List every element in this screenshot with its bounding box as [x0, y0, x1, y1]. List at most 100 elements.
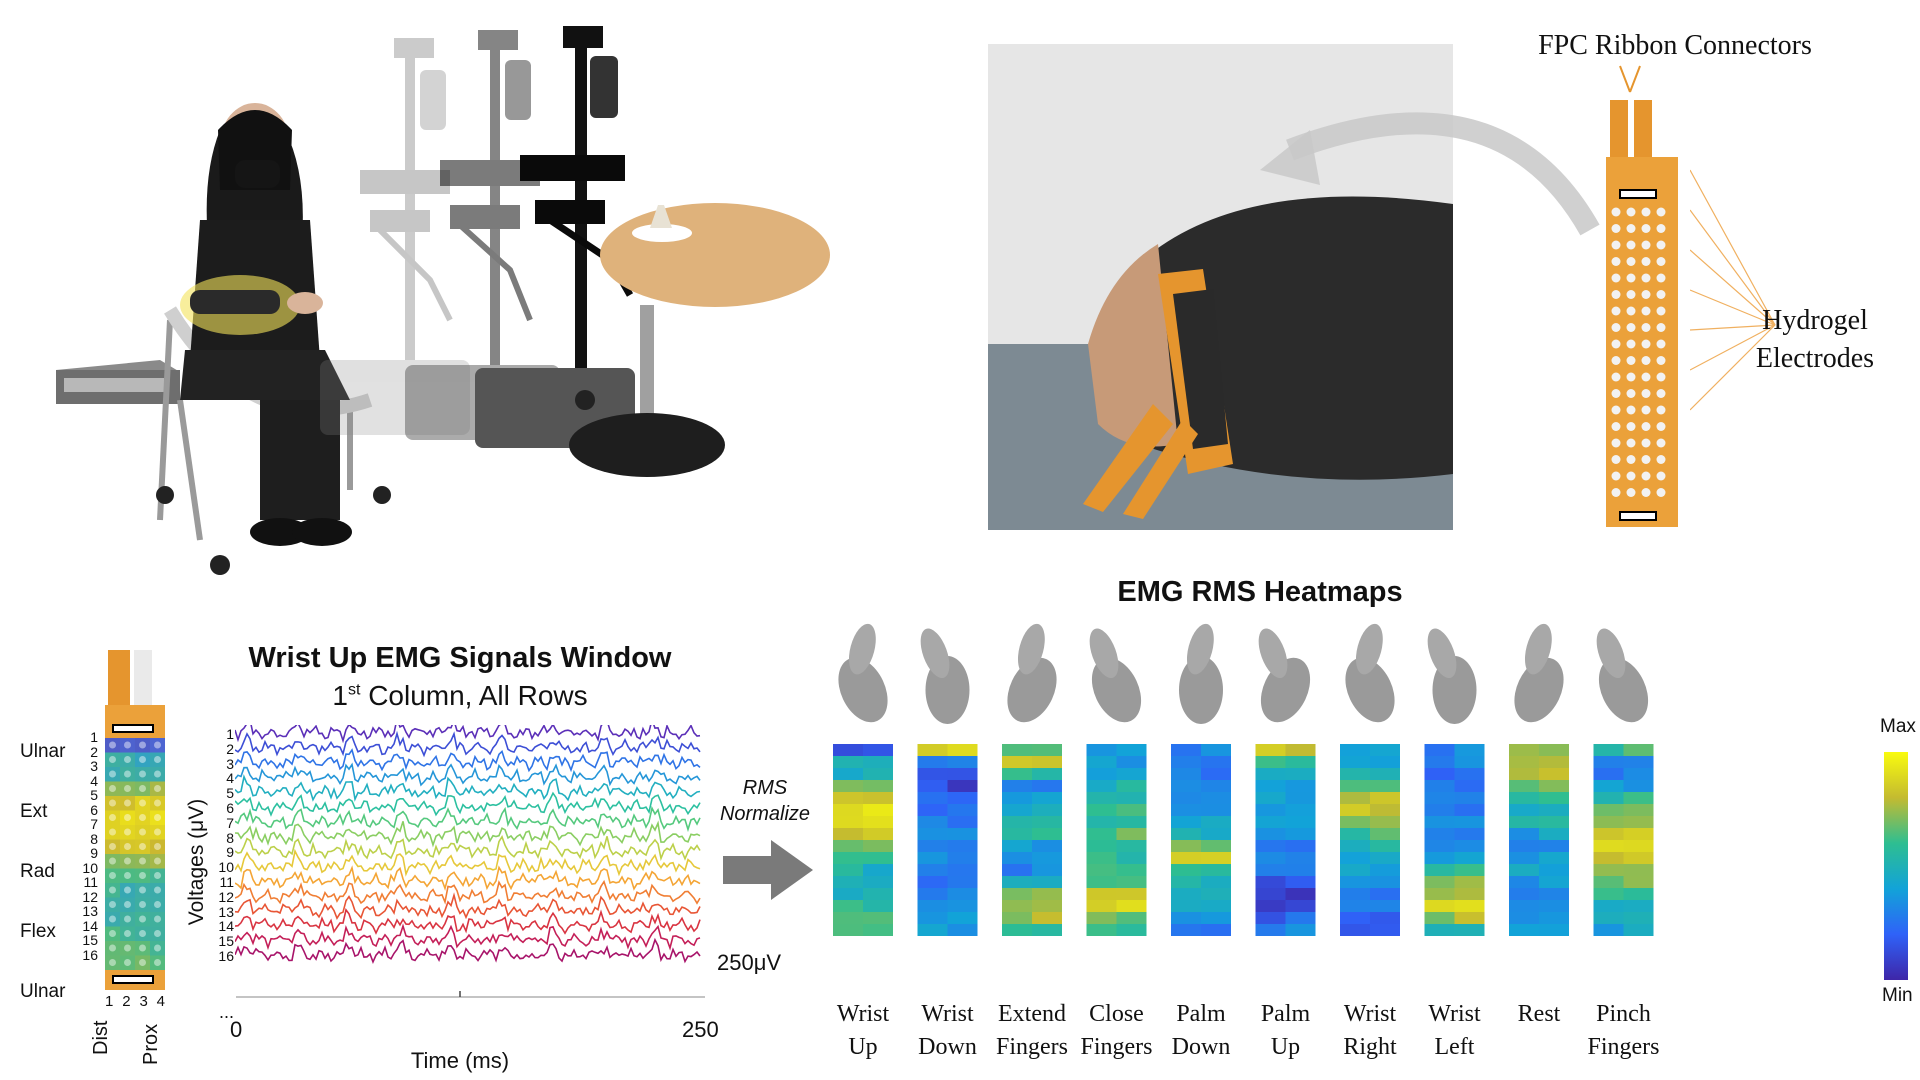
- heatmap-cell: [1424, 900, 1455, 912]
- heatmap-cell: [1255, 876, 1286, 888]
- heatmap-cell: [1539, 900, 1569, 912]
- map-cell: [120, 738, 135, 753]
- hydrogel-electrode: [1641, 224, 1651, 233]
- table: [569, 203, 830, 477]
- map-electrode: [109, 944, 116, 952]
- gesture-labels: Wrist Up Wrist Down Extend Fingers Close Finger…: [820, 998, 1820, 1068]
- heatmap-cell: [947, 924, 978, 936]
- heatmap-cell: [1454, 840, 1485, 852]
- region-label: Ext: [20, 801, 48, 822]
- heatmap-cell: [1171, 888, 1201, 900]
- gesture-label: Extend Fingers: [980, 998, 1084, 1064]
- hydrogel-electrode: [1611, 273, 1621, 283]
- heatmap-cell: [1116, 744, 1147, 756]
- heatmap-cell: [917, 792, 948, 804]
- heatmap-cell: [1002, 888, 1032, 900]
- heatmap-cell: [833, 768, 863, 780]
- heatmap-cell: [1509, 828, 1539, 840]
- heatmap-cell: [1593, 924, 1624, 936]
- map-electrode: [154, 756, 161, 763]
- heatmap-cell: [947, 876, 978, 888]
- heatmap-cell: [1116, 816, 1147, 828]
- heatmap-cell: [1032, 900, 1062, 912]
- heatmap-cell: [1285, 888, 1316, 900]
- row-label: 14: [218, 918, 234, 935]
- heatmap-cell: [1285, 924, 1316, 936]
- hydrogel-electrode: [1641, 438, 1651, 448]
- map-electrode: [109, 799, 116, 807]
- map-cell: [135, 854, 150, 869]
- hydrogel-electrode: [1656, 422, 1666, 431]
- hand-pose-icon: [1345, 623, 1395, 723]
- heatmap-cell: [1032, 852, 1062, 864]
- heatmap-cell: [1593, 768, 1624, 780]
- heatmap-cell: [1201, 888, 1231, 900]
- heatmap-cell: [1340, 852, 1370, 864]
- heatmap-cell: [917, 864, 948, 876]
- map-cell: [120, 883, 135, 898]
- heatmap-cell: [1086, 792, 1117, 804]
- heatmap-cell: [1340, 828, 1370, 840]
- map-cell: [150, 912, 165, 927]
- map-cell: [120, 955, 135, 970]
- heatmap-cell: [1424, 852, 1455, 864]
- row-label: 10: [218, 859, 234, 876]
- map-cell: [120, 767, 135, 782]
- heatmap-cell: [947, 768, 978, 780]
- hydrogel-electrode: [1656, 356, 1666, 365]
- emg-trace: [235, 892, 701, 920]
- row-label: 1: [226, 726, 234, 742]
- heatmap-cell: [1201, 768, 1231, 780]
- map-cell: [105, 941, 120, 956]
- column-label: 2: [122, 993, 131, 1010]
- heatmap-cell: [1593, 876, 1624, 888]
- heatmap-cell: [1116, 876, 1147, 888]
- emg-trace: [235, 820, 701, 848]
- heatmap-cell: [1255, 864, 1286, 876]
- heatmap-cell: [1424, 804, 1455, 816]
- row-label: 9: [90, 845, 98, 861]
- emg-trace: [235, 848, 701, 877]
- heatmap-cell: [1032, 828, 1062, 840]
- hydrogel-electrode: [1656, 306, 1666, 316]
- heatmap-cell: [1002, 780, 1032, 792]
- heatmap-cell: [1623, 876, 1654, 888]
- heatmap-cell: [1340, 900, 1370, 912]
- hand-pose-icon: [1596, 628, 1649, 723]
- heatmap-cell: [1623, 744, 1654, 756]
- heatmap-cell: [1285, 852, 1316, 864]
- rms-normalize-label: RMS Normalize: [705, 775, 825, 827]
- hydrogel-electrode: [1641, 422, 1651, 431]
- heatmap-cell: [1509, 900, 1539, 912]
- heatmap-cell: [833, 756, 863, 768]
- map-cell: [150, 752, 165, 767]
- heatmap-cell: [1340, 792, 1370, 804]
- map-electrode: [154, 959, 161, 966]
- row-label: 6: [226, 800, 234, 816]
- emg-trace: [235, 725, 701, 744]
- heatmap-cell: [917, 852, 948, 864]
- map-cell: [135, 897, 150, 912]
- map-electrode: [139, 930, 146, 937]
- heatmap-cell: [1593, 852, 1624, 864]
- map-cell: [135, 767, 150, 782]
- heatmap-cell: [1285, 780, 1316, 792]
- map-electrode: [109, 756, 116, 763]
- gesture-label-line1: Pinch: [1596, 1001, 1651, 1027]
- gesture-label-line1: Rest: [1517, 1001, 1561, 1027]
- heatmap-cell: [1509, 840, 1539, 852]
- heatmap-cell: [1623, 912, 1654, 924]
- map-cell: [105, 738, 120, 753]
- heatmap-cell: [1370, 816, 1400, 828]
- subtitle-superscript: st: [347, 681, 361, 699]
- emg-trace: [235, 865, 701, 891]
- heatmap-cell: [1509, 780, 1539, 792]
- emg-trace: [235, 791, 701, 817]
- hydrogel-electrode: [1656, 240, 1666, 250]
- heatmap-cell: [1285, 912, 1316, 924]
- heatmap-cell: [1454, 816, 1485, 828]
- subtitle-text: Column, All Rows: [360, 680, 588, 711]
- heatmap-cell: [1255, 780, 1286, 792]
- map-electrode: [154, 872, 161, 879]
- heatmap-cell: [1370, 756, 1400, 768]
